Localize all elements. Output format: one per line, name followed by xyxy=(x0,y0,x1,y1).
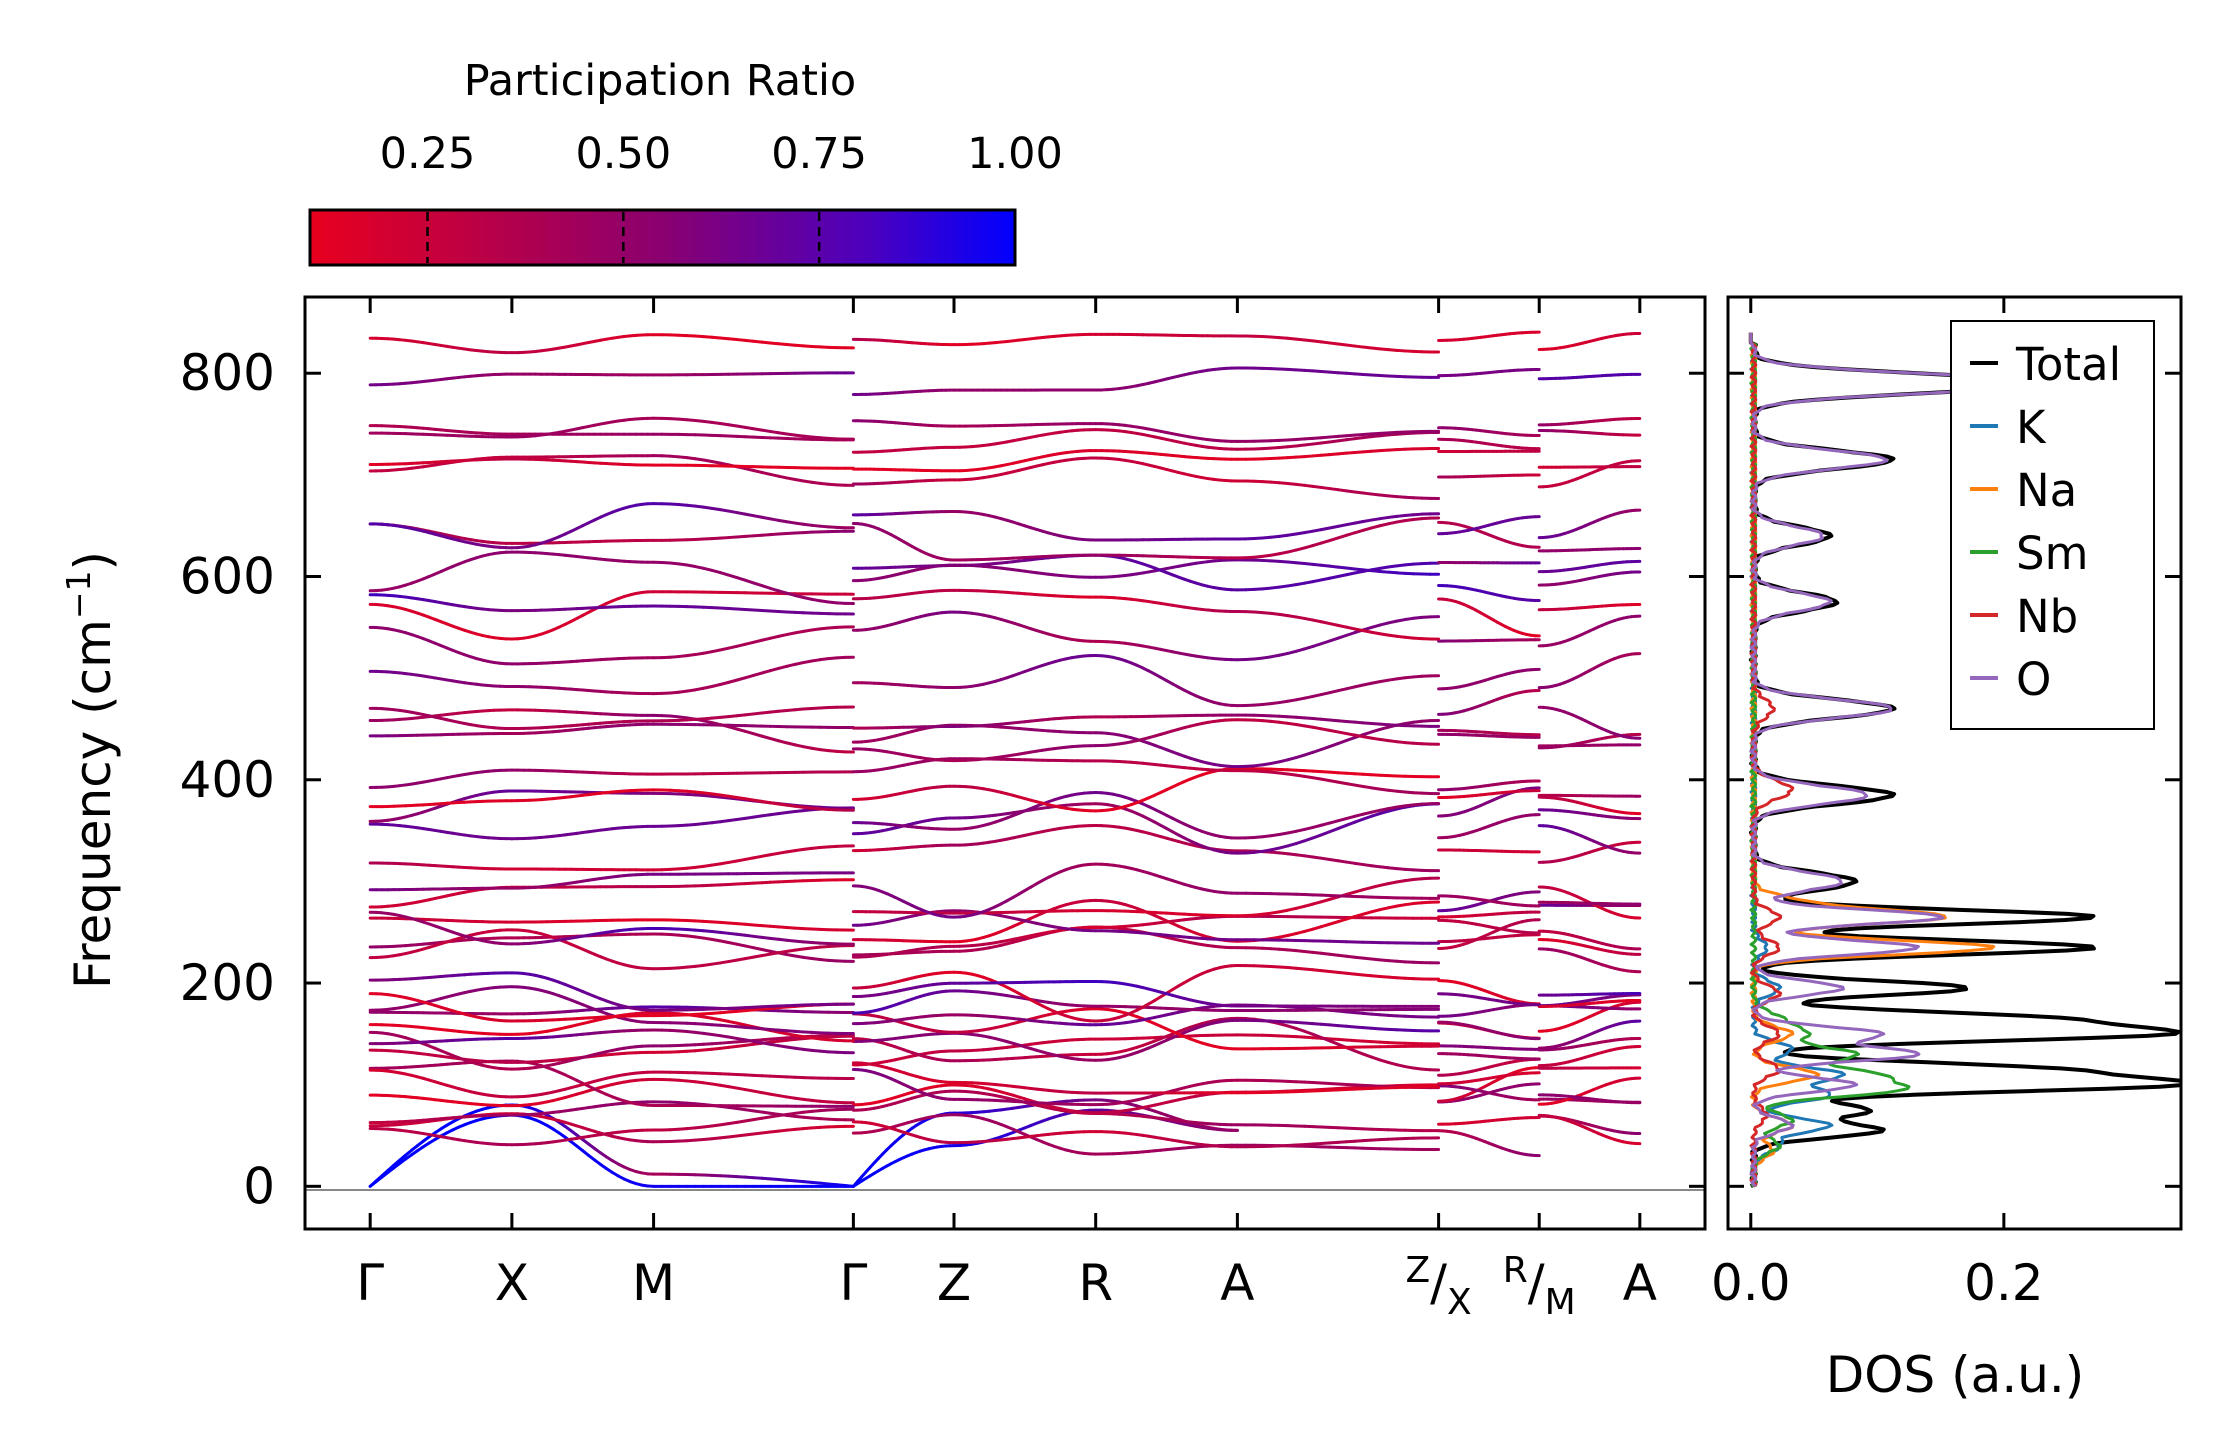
colorbar-tick-label: 0.75 xyxy=(771,129,867,179)
colorbar-tick-label: 0.25 xyxy=(380,129,476,179)
band-lines xyxy=(368,330,1642,1188)
colorbar-label: Participation Ratio xyxy=(464,56,857,106)
colorbar: Participation Ratio 0.25 0.50 0.75 1.00 xyxy=(308,56,1063,267)
colorbar-tick-label: 1.00 xyxy=(967,129,1063,179)
colorbar-gradient xyxy=(308,208,1017,267)
colorbar-ticks: 0.25 0.50 0.75 1.00 xyxy=(380,129,1063,263)
colorbar-tick-label: 0.50 xyxy=(575,129,671,179)
